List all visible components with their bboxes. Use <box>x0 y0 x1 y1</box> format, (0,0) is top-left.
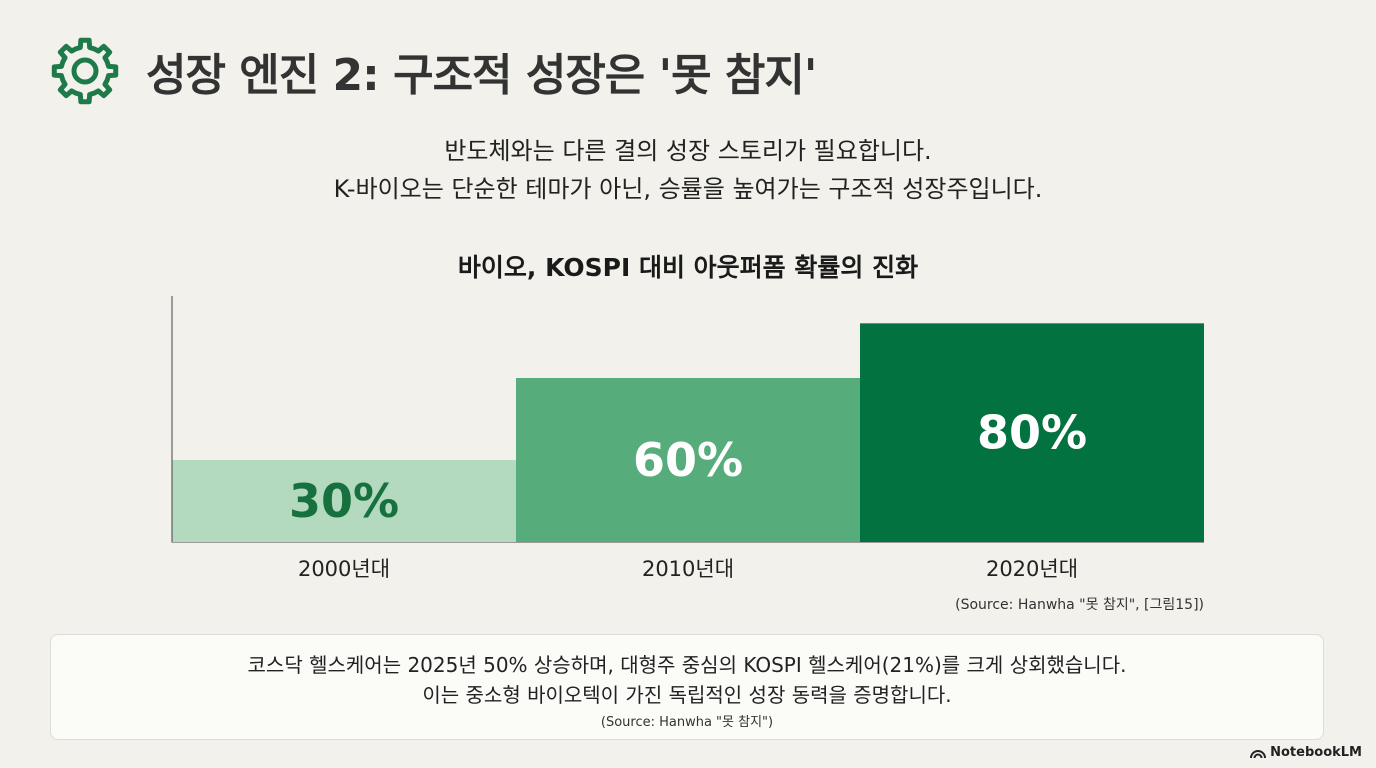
notebooklm-logo-icon <box>1250 749 1267 758</box>
bar-value-label-1: 30% <box>289 474 399 528</box>
chart-source: (Source: Hanwha "못 참지", [그림15]) <box>955 597 1204 613</box>
callout-line-1: 코스닥 헬스케어는 2025년 50% 상승하며, 대형주 중심의 KOSPI … <box>247 653 1127 677</box>
bar-3 <box>860 323 1204 542</box>
gear-icon <box>51 37 119 105</box>
page-title: 성장 엔진 2: 구조적 성장은 '못 참지' <box>146 50 817 101</box>
bar-value-label-2: 60% <box>633 433 743 487</box>
brand-label: NotebookLM <box>1270 745 1362 760</box>
chart-title: 바이오, KOSPI 대비 아웃퍼폼 확률의 진화 <box>457 253 919 282</box>
intro-line-2: K-바이오는 단순한 테마가 아닌, 승률을 높여가는 구조적 성장주입니다. <box>333 175 1043 203</box>
callout-box: 코스닥 헬스케어는 2025년 50% 상승하며, 대형주 중심의 KOSPI … <box>50 634 1324 740</box>
bar-value-label-3: 80% <box>977 406 1087 460</box>
callout-line-2: 이는 중소형 바이오텍이 가진 독립적인 성장 동력을 증명합니다. <box>422 683 952 707</box>
bar-chart: 30% 2000년대 60% 2010년대 80% 2020년대 <box>171 296 1204 581</box>
callout-source: (Source: Hanwha "못 참지") <box>600 715 774 730</box>
bar-2 <box>516 378 860 542</box>
title-row: 성장 엔진 2: 구조적 성장은 '못 참지' <box>50 36 817 106</box>
x-tick-label-2: 2010년대 <box>642 557 734 581</box>
x-tick-label-3: 2020년대 <box>986 557 1078 581</box>
intro-line-1: 반도체와는 다른 결의 성장 스토리가 필요합니다. <box>444 137 932 165</box>
bar-1 <box>172 460 517 542</box>
brand-badge: NotebookLM <box>1250 745 1362 760</box>
x-tick-label-1: 2000년대 <box>298 557 390 581</box>
